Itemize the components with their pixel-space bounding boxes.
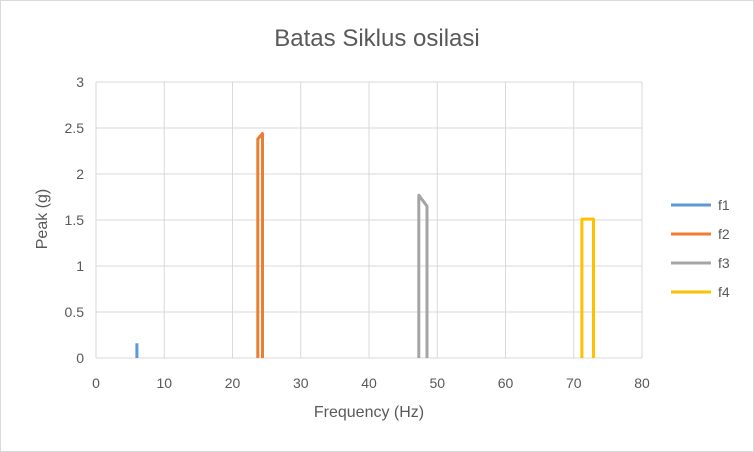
legend-label-f4: f4	[718, 284, 730, 300]
x-tick-label: 0	[92, 375, 100, 391]
y-tick-label: 3	[76, 74, 84, 90]
axis-layer: 0 10 20 30 40 50 60 70 80 0 0.5 1 1.5 2 2.5 3	[65, 74, 650, 391]
series-line-f2	[256, 132, 264, 358]
x-tick-label: 30	[293, 375, 309, 391]
series-line-f4	[580, 217, 595, 358]
x-tick-label: 40	[361, 375, 377, 391]
y-tick-label: 0	[76, 350, 84, 366]
legend-label-f2: f2	[718, 226, 730, 242]
y-tick-label: 1	[76, 258, 84, 274]
y-tick-label: 2.5	[65, 120, 85, 136]
y-tick-label: 2	[76, 166, 84, 182]
legend: f1 f2 f3 f4	[671, 197, 730, 300]
x-axis-title: Frequency (Hz)	[314, 404, 424, 421]
x-tick-label: 50	[429, 375, 445, 391]
y-tick-label: 0.5	[65, 304, 85, 320]
y-tick-label: 1.5	[65, 212, 85, 228]
grid-layer	[95, 81, 643, 359]
x-tick-label: 80	[634, 375, 650, 391]
x-tick-label: 70	[566, 375, 582, 391]
series-layer	[135, 132, 595, 358]
y-axis-title: Peak (g)	[34, 189, 51, 249]
chart-title: Batas Siklus osilasi	[274, 25, 479, 52]
x-tick-label: 10	[156, 375, 172, 391]
legend-label-f1: f1	[718, 197, 730, 213]
x-tick-label: 60	[498, 375, 514, 391]
series-line-f3	[417, 193, 429, 358]
legend-label-f3: f3	[718, 255, 730, 271]
x-tick-label: 20	[225, 375, 241, 391]
